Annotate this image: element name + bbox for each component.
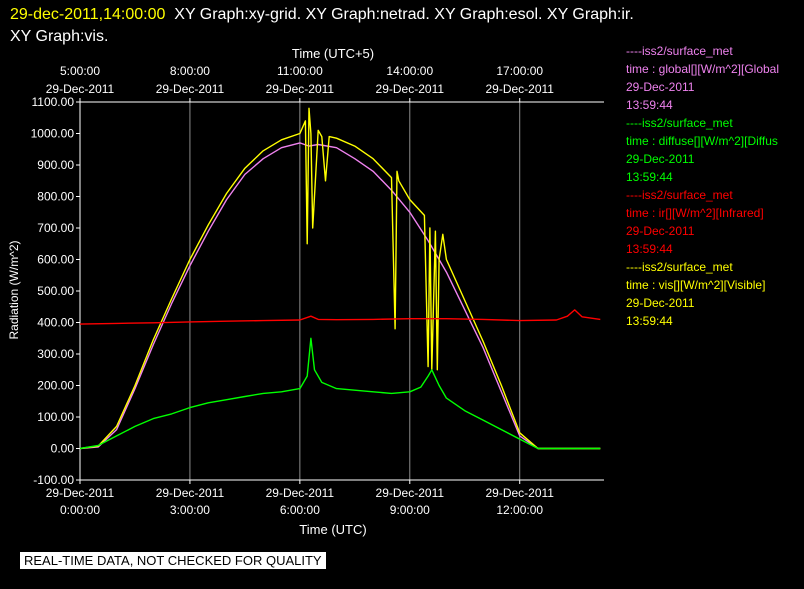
x-tick-label-date: 29-Dec-2011 (376, 486, 445, 500)
y-tick-label: -100.00 (33, 473, 74, 487)
legend-date: 29-Dec-2011 (626, 80, 695, 94)
legend-field: time : diffuse[][W/m^2][Diffus (626, 134, 778, 148)
legend-field: time : ir[][W/m^2][Infrared] (626, 206, 764, 220)
y-tick-label: 700.00 (37, 221, 74, 235)
legend-entry-global: ----iss2/surface_met time : global[][W/m… (626, 42, 804, 114)
legend-source: ----iss2/surface_met (626, 44, 733, 58)
y-tick-label: 800.00 (37, 190, 74, 204)
bottom-axis-title: Time (UTC) (299, 522, 366, 537)
y-tick-label: 400.00 (37, 316, 74, 330)
legend-time: 13:59:44 (626, 242, 673, 256)
x-tick-label-time: 3:00:00 (170, 503, 210, 517)
y-tick-label: 1000.00 (31, 127, 75, 141)
y-tick-label: 1100.00 (32, 95, 75, 109)
y-tick-label: 100.00 (37, 410, 74, 424)
legend-time: 13:59:44 (626, 98, 673, 112)
legend-date: 29-Dec-2011 (626, 296, 695, 310)
y-axis-title: Radiation (W/m^2) (7, 241, 21, 340)
x2-tick-label-time: 8:00:00 (170, 64, 210, 78)
y-tick-label: 900.00 (37, 158, 74, 172)
x-tick-label-time: 0:00:00 (60, 503, 100, 517)
x-tick-label-date: 29-Dec-2011 (156, 486, 225, 500)
x-tick-label-time: 12:00:00 (496, 503, 543, 517)
legend-entry-diffuse: ----iss2/surface_met time : diffuse[][W/… (626, 114, 804, 186)
legend-entry-ir: ----iss2/surface_met time : ir[][W/m^2][… (626, 186, 804, 258)
y-tick-label: 200.00 (37, 379, 74, 393)
header-graph-list-cont: XY Graph:vis. (10, 28, 109, 45)
x2-tick-label-time: 17:00:00 (496, 64, 543, 78)
x-tick-label-date: 29-Dec-2011 (266, 486, 335, 500)
series-line-global (79, 142, 601, 450)
header-timestamp: 29-dec-2011,14:00:00 (10, 6, 166, 23)
legend-source: ----iss2/surface_met (626, 260, 733, 274)
plot-area: -100.00 0.00 100.00 200.00 300.00 400.00 500.0… (31, 64, 604, 517)
x2-tick-label-date: 29-Dec-2011 (266, 82, 335, 96)
x2-tick-label-date: 29-Dec-2011 (485, 82, 554, 96)
x-tick-label-time: 6:00:00 (280, 503, 320, 517)
y-tick-label: 600.00 (37, 253, 74, 267)
quality-warning-banner: REAL-TIME DATA, NOT CHECKED FOR QUALITY (20, 552, 326, 569)
x2-tick-label-date: 29-Dec-2011 (46, 82, 115, 96)
x2-tick-label-date: 29-Dec-2011 (376, 82, 445, 96)
legend-date: 29-Dec-2011 (626, 152, 695, 166)
x-tick-label-date: 29-Dec-2011 (485, 486, 554, 500)
x-tick-label-date: 29-Dec-2011 (46, 486, 115, 500)
legend: ----iss2/surface_met time : global[][W/m… (626, 42, 804, 330)
legend-source: ----iss2/surface_met (626, 116, 733, 130)
legend-field: time : global[][W/m^2][Global (626, 62, 780, 76)
series-line-diffuse (79, 337, 601, 450)
x2-tick-label-time: 5:00:00 (60, 64, 100, 78)
legend-time: 13:59:44 (626, 170, 673, 184)
header-graph-list: XY Graph:xy-grid. XY Graph:netrad. XY Gr… (174, 6, 634, 23)
x2-tick-label-time: 11:00:00 (277, 64, 323, 78)
header: 29-dec-2011,14:00:00 XY Graph:xy-grid. X… (10, 4, 800, 48)
x2-tick-label-date: 29-Dec-2011 (156, 82, 225, 96)
top-axis-title: Time (UTC+5) (292, 46, 374, 61)
y-tick-label: 0.00 (51, 442, 75, 456)
legend-source: ----iss2/surface_met (626, 188, 733, 202)
y-tick-label: 500.00 (37, 284, 74, 298)
legend-time: 13:59:44 (626, 314, 673, 328)
legend-field: time : vis[][W/m^2][Visible] (626, 278, 766, 292)
legend-date: 29-Dec-2011 (626, 224, 695, 238)
y-tick-label: 300.00 (37, 347, 74, 361)
x2-tick-label-time: 14:00:00 (386, 64, 433, 78)
x-tick-label-time: 9:00:00 (390, 503, 430, 517)
series-line-ir (79, 309, 601, 325)
legend-entry-vis: ----iss2/surface_met time : vis[][W/m^2]… (626, 258, 804, 330)
series-line-vis (79, 107, 601, 450)
